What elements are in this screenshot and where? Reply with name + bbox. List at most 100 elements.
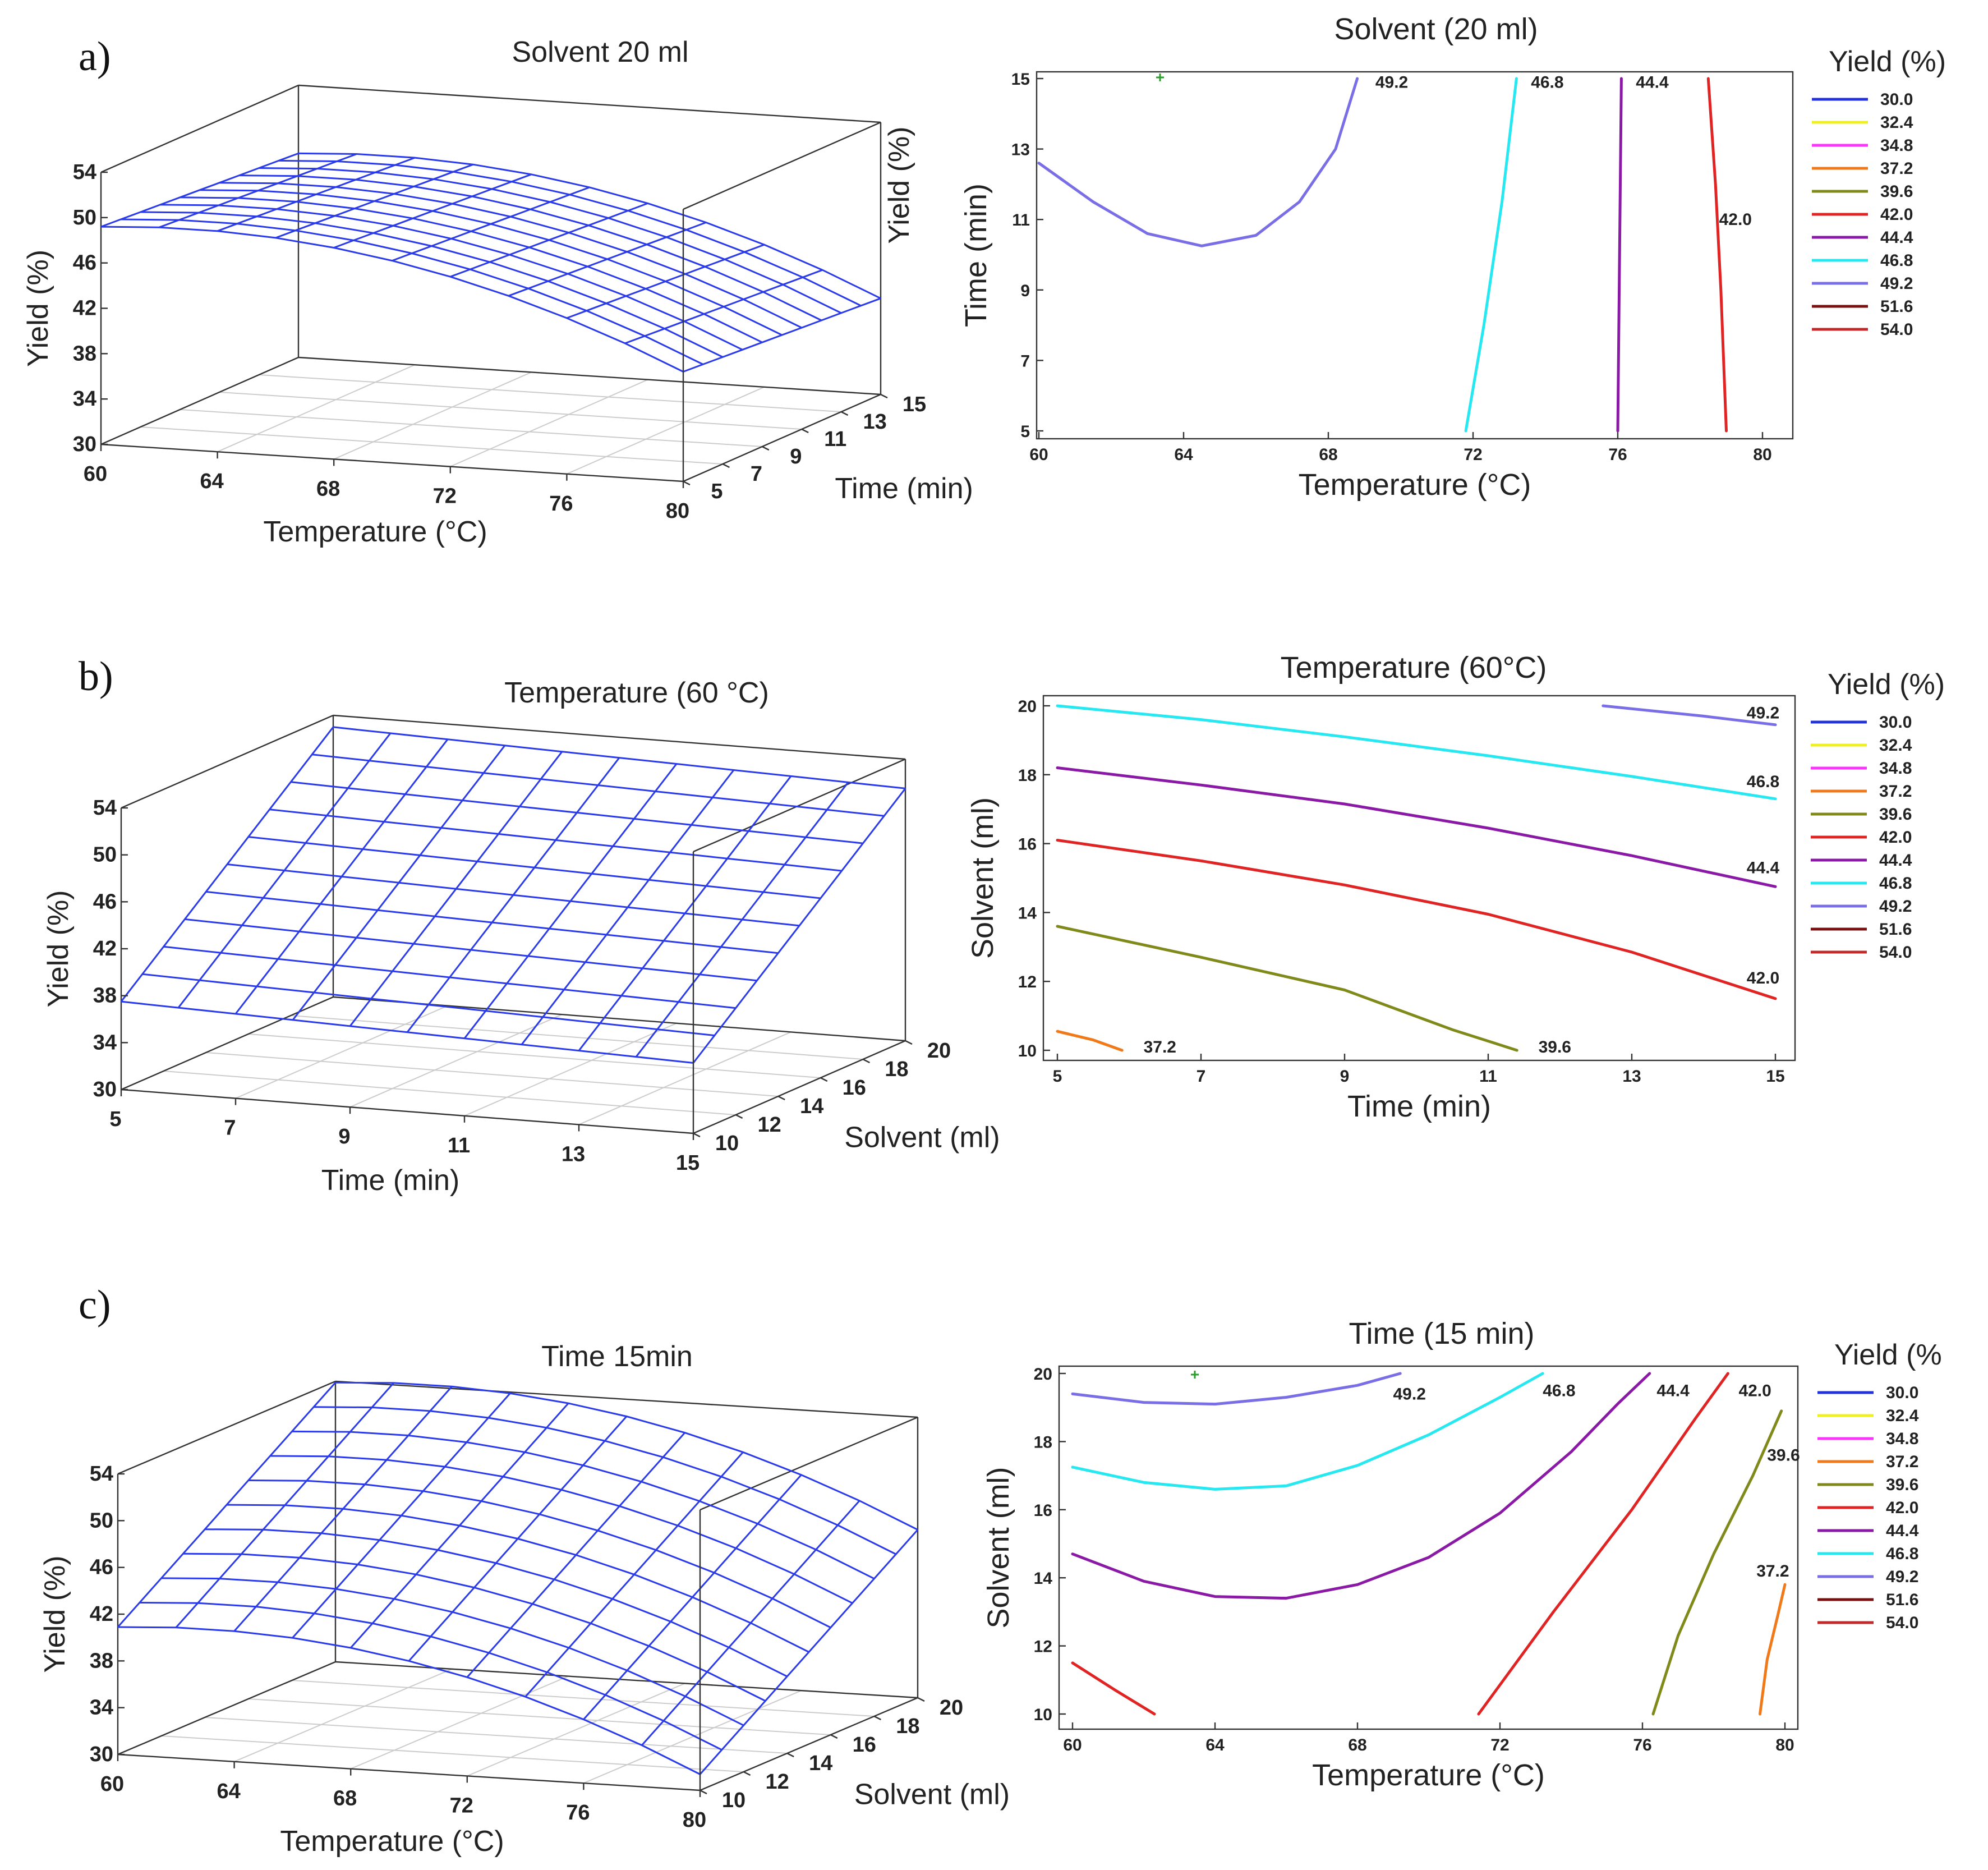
legend-label: 54.0: [1880, 320, 1913, 339]
z-tick-label: 38: [90, 1649, 113, 1673]
x-axis-label: Time (min): [1347, 1090, 1491, 1123]
contour-level-label: 46.8: [1531, 73, 1563, 91]
contour-title: Temperature (60°C): [1281, 651, 1547, 684]
x-tick-label: 76: [566, 1801, 590, 1825]
x-axis-label: Temperature (°C): [1299, 468, 1531, 502]
surface-mesh-line: [291, 781, 863, 844]
z-tick-label: 42: [73, 297, 96, 320]
legend-label: 49.2: [1879, 897, 1912, 916]
floor-grid-line: [450, 379, 648, 467]
x-tick-label: 68: [1319, 445, 1337, 464]
legend-title: Yield (%): [1829, 45, 1946, 78]
box-edge: [298, 356, 881, 396]
surface-mesh-line: [524, 1451, 744, 1698]
x-tick-label: 80: [683, 1808, 706, 1832]
surface-mesh-line: [269, 808, 842, 872]
floor-grid-line: [161, 1735, 744, 1772]
y-tick-mark: [862, 1058, 870, 1064]
x-tick-label: 5: [1053, 1067, 1062, 1086]
legend-label: 37.2: [1886, 1453, 1918, 1471]
x-tick-label: 15: [1766, 1067, 1784, 1086]
y-tick-label: 5: [711, 480, 723, 503]
floor-grid-line: [467, 1683, 685, 1777]
legend-label: 54.0: [1886, 1614, 1918, 1632]
box-edge: [700, 1697, 918, 1791]
x-tick-label: 72: [450, 1794, 473, 1817]
contour-line-39-6: [1651, 1409, 1783, 1716]
contour-line-44-4: [1616, 77, 1623, 433]
y-tick-mark: [777, 1095, 785, 1101]
z-tick-label: 46: [90, 1556, 113, 1579]
legend-label: 37.2: [1880, 159, 1913, 178]
z-tick-label: 34: [73, 387, 96, 411]
y-tick-label: 10: [1034, 1706, 1052, 1724]
y-tick-mark: [841, 411, 849, 416]
legend-label: 32.4: [1886, 1407, 1919, 1425]
contour-level-label: 49.2: [1375, 73, 1408, 91]
y-tick-label: 10: [1018, 1042, 1037, 1060]
surface-mesh-line: [508, 222, 707, 297]
y-tick-label: 18: [896, 1715, 919, 1738]
x-tick-label: 72: [1490, 1736, 1509, 1754]
z-tick-label: 30: [93, 1078, 117, 1101]
surface-mesh-line: [312, 753, 885, 817]
y-axis-label: Time (min): [835, 472, 973, 505]
contour-title: Solvent (20 ml): [1334, 12, 1538, 46]
floor-grid-line: [350, 1675, 569, 1770]
surface-mesh-line: [466, 1432, 685, 1678]
contour-line-49-2: [1602, 704, 1777, 727]
legend-label: 39.6: [1886, 1476, 1918, 1494]
legend-label: 42.0: [1886, 1499, 1918, 1517]
y-tick-label: 12: [1018, 973, 1037, 991]
y-tick-mark: [762, 445, 770, 451]
surface-mesh-line: [683, 297, 881, 373]
y-tick-label: 9: [790, 445, 802, 468]
y-tick-label: 16: [843, 1076, 866, 1100]
contour-level-label: 44.4: [1636, 73, 1669, 91]
box-edge: [100, 356, 299, 445]
y-tick-label: 15: [903, 393, 926, 416]
box-edge: [693, 1040, 906, 1134]
contour-line-49-2: [1071, 1372, 1402, 1406]
center-point-marker: [1191, 1371, 1199, 1379]
z-tick-label: 54: [93, 796, 117, 820]
surface-mesh-line: [298, 152, 881, 300]
z-tick-label: 30: [73, 433, 96, 456]
floor-grid-line: [578, 1031, 791, 1125]
contour-line-46-8: [1056, 704, 1777, 801]
surface-mesh-line: [583, 1474, 802, 1720]
contour-frame: [1036, 71, 1794, 440]
floor-grid-line: [464, 1022, 677, 1117]
box-edge: [100, 84, 299, 173]
x-tick-label: 15: [676, 1151, 700, 1175]
contour-frame: [1058, 1365, 1799, 1730]
legend-label: 42.0: [1879, 828, 1912, 847]
side-yield-label: Yield (%): [883, 126, 915, 243]
y-tick-label: 16: [853, 1733, 876, 1757]
surface-mesh-line: [699, 1529, 919, 1775]
contour-level-label: 44.4: [1656, 1381, 1690, 1400]
x-tick-label: 9: [1340, 1067, 1350, 1086]
floor-grid-line: [205, 1717, 788, 1754]
z-tick-label: 38: [73, 342, 96, 365]
y-tick-label: 7: [751, 462, 762, 486]
y-tick-label: 18: [1018, 766, 1037, 785]
legend-label: 32.4: [1880, 113, 1913, 132]
z-tick-label: 46: [93, 890, 117, 913]
floor-grid-line: [248, 1033, 821, 1078]
y-tick-label: 7: [1020, 352, 1030, 370]
contour-level-label: 42.0: [1738, 1381, 1771, 1400]
x-tick-label: 7: [1197, 1067, 1206, 1086]
contour-plot-0: 60 64 68 72 76 80 5 7 9 11 13 15 49.2 46.8 44.4 42.0 Sol…: [959, 12, 1946, 502]
y-tick-label: 11: [1012, 211, 1030, 229]
y-tick-mark: [743, 1771, 751, 1776]
x-tick-label: 60: [100, 1772, 124, 1796]
surface-plot-surface3d-2: 30 34 38 42 46 50 54 60 64 68 72 76 80 10 12 14 16 18 20 Te…: [39, 1340, 1010, 1858]
z-tick-label: 30: [90, 1743, 113, 1766]
y-tick-label: 14: [1034, 1569, 1053, 1588]
y-axis-label: Solvent (ml): [844, 1121, 1000, 1154]
surface-mesh-line: [333, 726, 906, 789]
contour-line-44-4: [1056, 766, 1777, 888]
y-tick-label: 18: [885, 1058, 908, 1081]
z-axis-label: Yield (%): [42, 890, 75, 1007]
